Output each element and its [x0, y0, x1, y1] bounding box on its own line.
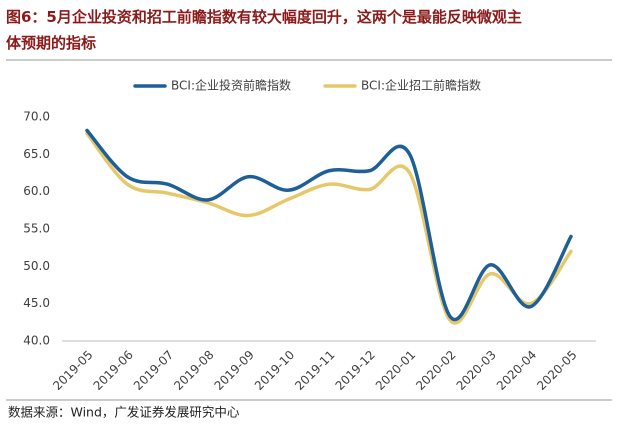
- legend-label: BCI:企业投资前瞻指数: [171, 78, 291, 93]
- x-tick-label: 2019-05: [50, 348, 95, 393]
- x-tick-label: 2019-12: [333, 348, 378, 393]
- y-tick-label: 65.0: [23, 147, 50, 161]
- legend-label: BCI:企业招工前瞻指数: [361, 78, 481, 93]
- x-tick-label: 2020-04: [494, 348, 539, 393]
- series-line: [85, 131, 573, 325]
- x-tick-label: 2019-10: [252, 348, 297, 393]
- y-tick-label: 55.0: [23, 222, 50, 236]
- x-tick-label: 2020-03: [454, 348, 499, 393]
- y-tick-label: 70.0: [23, 110, 50, 124]
- y-tick-label: 50.0: [23, 259, 50, 273]
- source: 数据来源：Wind，广发证券发展研究中心: [8, 405, 240, 420]
- x-tick-label: 2020-02: [413, 348, 458, 393]
- y-tick-label: 40.0: [23, 334, 50, 348]
- x-tick-label: 2019-07: [131, 348, 176, 393]
- y-tick-label: 60.0: [23, 184, 50, 198]
- x-tick-label: 2019-06: [91, 348, 136, 393]
- x-tick-label: 2020-01: [373, 348, 418, 393]
- x-tick-label: 2019-11: [292, 348, 337, 393]
- series-line: [85, 128, 573, 322]
- y-tick-label: 45.0: [23, 296, 50, 310]
- x-tick-label: 2019-09: [212, 348, 257, 393]
- chart-title: 图6：5月企业投资和招工前瞻指数有较大幅度回升，这两个是最能反映微观主: [6, 8, 522, 26]
- chart-title: 体预期的指标: [6, 34, 96, 52]
- x-tick-label: 2020-05: [534, 348, 579, 393]
- x-tick-label: 2019-08: [171, 348, 216, 393]
